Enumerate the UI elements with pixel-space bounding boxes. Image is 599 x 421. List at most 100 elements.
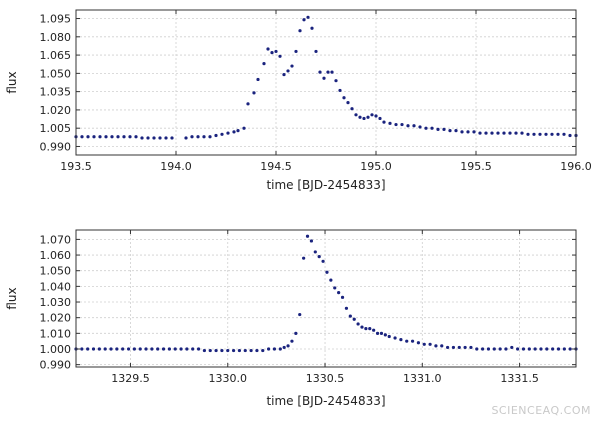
data-point (92, 135, 96, 139)
data-point (190, 135, 194, 139)
data-point (562, 132, 566, 136)
data-point (278, 347, 282, 351)
data-point (290, 64, 294, 68)
data-point (424, 126, 428, 130)
x-tick-label: 1331.0 (403, 372, 442, 385)
data-point (256, 77, 260, 82)
x-axis-label: time [BJD-2454833] (266, 394, 385, 408)
y-tick-label: 1.005 (40, 122, 72, 135)
data-point (104, 135, 108, 139)
data-point (514, 131, 518, 135)
data-point (370, 113, 374, 117)
y-tick-label: 1.065 (40, 49, 72, 62)
data-point (298, 312, 302, 317)
data-point (539, 347, 543, 351)
data-point (161, 347, 166, 351)
x-tick-label: 1331.5 (500, 372, 539, 385)
data-point (388, 121, 392, 125)
data-point (158, 136, 162, 140)
chart-panel-1: 193.5 194.0 194.5 195.0 195.5 196.0 0.990 1.005… (5, 9, 592, 192)
data-point (502, 131, 506, 135)
data-point (272, 347, 277, 351)
data-point (436, 127, 440, 132)
data-point (472, 130, 476, 134)
data-point (325, 270, 329, 274)
data-point (418, 125, 422, 129)
data-point (338, 88, 342, 93)
data-point (551, 347, 555, 351)
data-point (428, 342, 432, 346)
data-point (372, 328, 376, 332)
data-point (400, 122, 404, 127)
data-point (463, 345, 467, 350)
data-point (366, 115, 370, 119)
data-point (126, 347, 131, 351)
data-point (405, 339, 409, 343)
data-point (80, 135, 84, 139)
data-point (243, 348, 247, 353)
data-point (86, 347, 90, 351)
data-point (167, 347, 171, 351)
y-tick-label: 1.095 (40, 13, 72, 26)
data-point (97, 347, 101, 351)
data-point (412, 124, 416, 128)
y-tick-label: 1.060 (40, 249, 72, 262)
x-tick-label: 1329.5 (111, 372, 150, 385)
data-point (520, 131, 524, 135)
data-point (150, 347, 154, 351)
data-point (246, 102, 250, 106)
data-point (538, 132, 542, 136)
data-point (140, 136, 144, 140)
data-point (196, 135, 200, 139)
plot-area (76, 230, 576, 367)
data-point (469, 345, 473, 350)
data-point (237, 348, 242, 353)
data-point (337, 291, 341, 295)
data-point (460, 130, 464, 134)
data-point (333, 286, 337, 290)
data-point (116, 135, 120, 139)
data-point (406, 124, 410, 128)
data-point (510, 345, 514, 350)
data-point (451, 345, 456, 350)
data-point (122, 135, 126, 139)
data-point (138, 347, 142, 351)
x-tick-label: 1330.0 (209, 372, 248, 385)
data-point (399, 338, 403, 342)
y-tick-label: 1.070 (40, 233, 72, 246)
plot-frame (75, 229, 577, 368)
data-point (179, 347, 183, 351)
data-point (481, 347, 485, 351)
data-point (484, 131, 488, 135)
data-point (348, 314, 352, 318)
data-point (282, 345, 286, 350)
data-point (226, 131, 230, 135)
data-point (442, 127, 446, 132)
data-point (321, 259, 325, 263)
data-point (521, 347, 526, 351)
data-point (454, 129, 458, 133)
data-point (362, 116, 366, 121)
data-point (255, 348, 259, 353)
data-point (202, 135, 206, 139)
data-point (556, 347, 561, 351)
data-point (430, 126, 434, 130)
data-point (286, 344, 290, 348)
data-point (310, 26, 314, 30)
data-point (220, 348, 224, 353)
x-tick-label: 195.0 (360, 160, 392, 173)
plot-frame (75, 9, 577, 156)
data-point (134, 135, 138, 139)
data-point (314, 49, 318, 54)
data-point (110, 135, 114, 139)
data-point (545, 347, 549, 351)
data-point (416, 341, 421, 345)
data-point (486, 347, 491, 351)
data-point (466, 130, 470, 134)
data-point (496, 131, 500, 135)
data-point (446, 345, 450, 350)
data-point (109, 347, 113, 351)
data-point (330, 70, 334, 74)
data-point (252, 91, 256, 95)
data-point (475, 347, 479, 351)
